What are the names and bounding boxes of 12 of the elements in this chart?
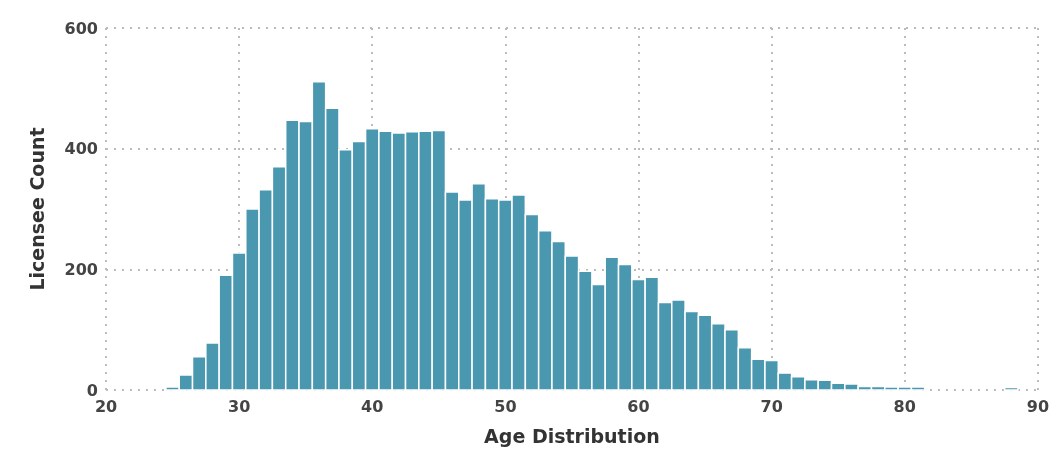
y-tick-label: 200 [64, 259, 98, 279]
x-tick-label: 30 [227, 396, 251, 416]
x-tick-label: 90 [1026, 396, 1049, 416]
x-tick-label: 80 [893, 396, 916, 416]
y-tick-label: 400 [64, 139, 98, 159]
y-axis-title: Licensee Count [25, 127, 48, 291]
x-tick-label: 50 [494, 396, 517, 416]
y-tick-label: 600 [64, 18, 98, 38]
x-tick-label: 70 [760, 396, 783, 416]
x-tick-label: 60 [627, 396, 650, 416]
x-tick-label: 40 [361, 396, 384, 416]
x-axis-title: Age Distribution [484, 424, 660, 447]
